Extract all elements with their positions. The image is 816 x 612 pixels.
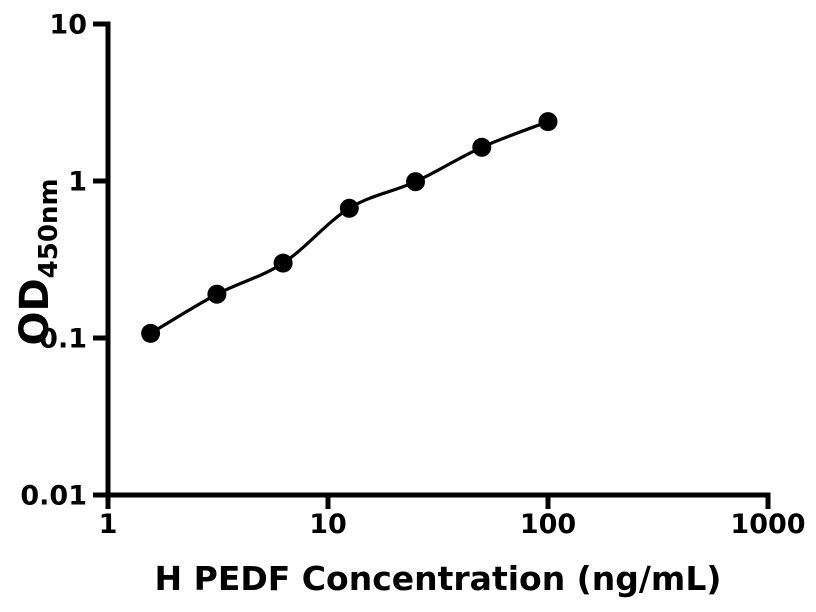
data-point (273, 253, 293, 273)
data-point (339, 198, 359, 218)
data-series (141, 112, 558, 343)
x-axis-title: H PEDF Concentration (ng/mL) (155, 559, 722, 598)
data-point (406, 172, 425, 192)
tick-labels: 10 1 0.1 0.01 1 10 100 1000 (20, 10, 805, 541)
data-point (207, 284, 227, 304)
x-tick-label: 1000 (730, 509, 805, 540)
data-point (141, 323, 161, 343)
x-tick-label: 100 (520, 509, 576, 540)
y-axis-title-subscript: 450nm (34, 178, 64, 278)
x-tick-label: 1 (99, 509, 118, 540)
data-point (472, 137, 492, 157)
y-tick-label: 10 (49, 10, 87, 41)
y-tick-label: 0.01 (20, 481, 87, 512)
x-tick-label: 10 (309, 509, 347, 540)
y-axis-title: OD450nm (12, 178, 64, 345)
axes (105, 21, 771, 498)
y-axis-title-main: OD (12, 278, 58, 345)
axis-ticks (93, 21, 771, 509)
y-tick-label: 1 (68, 167, 87, 198)
y-tick-label: 0.1 (39, 324, 87, 355)
data-point (538, 112, 558, 132)
